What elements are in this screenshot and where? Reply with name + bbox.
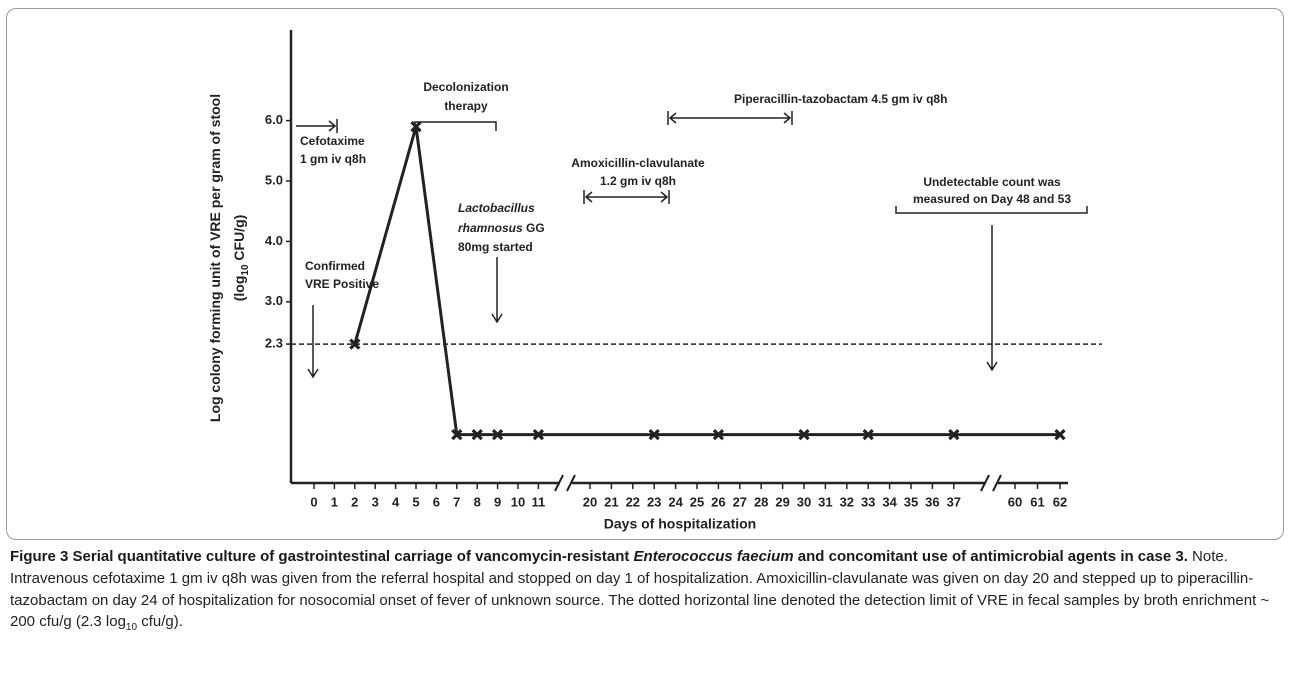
- data-point: [491, 429, 504, 441]
- x-tick-label: 0: [310, 494, 317, 509]
- arrow: [583, 190, 670, 204]
- x-tick-label: 22: [626, 494, 640, 509]
- x-tick-label: 7: [453, 494, 460, 509]
- x-tick-label: 27: [733, 494, 747, 509]
- x-tick-label: 33: [861, 494, 875, 509]
- bracket-arrow: [895, 206, 1088, 372]
- x-tick-label: 5: [412, 494, 419, 509]
- data-point: [532, 429, 545, 441]
- annotation: Cefotaxime: [300, 134, 365, 148]
- caption: Figure 3 Serial quantitative culture of …: [10, 546, 1282, 639]
- caption-title-italic: Enterococcus faecium: [633, 548, 794, 565]
- x-tick-label: 28: [754, 494, 768, 509]
- x-tick-label: 29: [775, 494, 789, 509]
- data-line: [353, 126, 1060, 437]
- data-point: [948, 429, 960, 441]
- axis-break: [554, 474, 1002, 492]
- y-tick-label: 2.3: [265, 336, 283, 351]
- caption-label: Figure 3: [10, 548, 69, 565]
- x-tick-label: 8: [474, 494, 481, 509]
- caption-note-sub: 10: [125, 622, 138, 634]
- annotation: Lactobacillus: [458, 201, 535, 215]
- annotation: Amoxicillin-clavulanate: [571, 156, 705, 170]
- caption-title: Serial quantitative culture of gastroint…: [68, 548, 634, 565]
- caption-note: Note. Intravenous cefotaxime 1 gm iv q8h…: [10, 548, 1270, 631]
- x-tick-label: 9: [494, 494, 501, 509]
- data-point: [798, 429, 810, 441]
- y-axis-label-unit: (log10 CFU/g): [231, 215, 251, 302]
- annotation: Confirmed: [305, 259, 365, 273]
- data-point: [648, 429, 660, 441]
- x-tick-label: 10: [511, 494, 525, 509]
- annotation: 1.2 gm iv q8h: [600, 174, 676, 188]
- x-tick-label: 3: [372, 494, 379, 509]
- x-tick-label: 21: [604, 494, 618, 509]
- x-tick-label: 62: [1053, 494, 1067, 509]
- annotation-italic: rhamnosus: [458, 221, 523, 235]
- annotation: 1 gm iv q8h: [300, 152, 366, 166]
- annotation: 80mg started: [458, 240, 533, 254]
- x-axis-label: Days of hospitalization: [604, 516, 756, 532]
- x-tick-label: 30: [797, 494, 811, 509]
- data-point: [712, 429, 725, 441]
- x-tick-label: 60: [1008, 494, 1022, 509]
- arrow: [307, 305, 319, 379]
- annotation: Decolonization: [423, 80, 508, 94]
- caption-note: cfu/g).: [137, 613, 183, 631]
- x-tick-label: 36: [925, 494, 939, 509]
- y-label-text: CFU/g): [231, 215, 247, 265]
- data-point: [1054, 429, 1066, 441]
- annotation: rhamnosus GG: [458, 221, 545, 235]
- y-axis-label: Log colony forming unit of VRE per gram …: [207, 94, 223, 422]
- data-point: [349, 338, 361, 350]
- x-tick-label: 20: [583, 494, 597, 509]
- data-point: [471, 429, 483, 441]
- y-tick-label: 3.0: [265, 293, 283, 308]
- x-tick-label: 32: [840, 494, 854, 509]
- arrow: [296, 119, 338, 133]
- figure-frame: [6, 8, 1284, 540]
- x-tick-label: 26: [711, 494, 725, 509]
- data-point: [410, 121, 422, 133]
- chart: Log colony forming unit of VRE per gram …: [207, 30, 1102, 532]
- data-point: [862, 429, 874, 441]
- x-tick-label: 37: [947, 494, 961, 509]
- x-tick-label: 34: [882, 494, 897, 509]
- caption-title: and concomitant use of antimicrobial age…: [793, 548, 1188, 565]
- y-label-text: (log: [231, 276, 247, 302]
- arrow: [491, 257, 503, 324]
- y-tick-label: 6.0: [265, 112, 283, 127]
- annotation: Piperacillin-tazobactam 4.5 gm iv q8h: [734, 92, 947, 106]
- bracket: [414, 121, 497, 131]
- y-tick-label: 5.0: [265, 172, 283, 187]
- y-label-text: Log colony forming unit of VRE per gram …: [207, 94, 223, 422]
- x-tick-label: 61: [1030, 494, 1044, 509]
- x-tick-label: 11: [532, 494, 546, 509]
- x-tick-label: 6: [433, 494, 440, 509]
- annotation: Undetectable count was: [923, 175, 1061, 189]
- annotation: measured on Day 48 and 53: [913, 192, 1071, 206]
- annotation: VRE Positive: [305, 277, 379, 291]
- x-tick-label: 4: [392, 494, 400, 509]
- x-tick-label: 1: [331, 494, 338, 509]
- annotation-text: GG: [523, 221, 545, 235]
- x-tick-label: 24: [668, 494, 683, 509]
- x-tick-label: 35: [904, 494, 918, 509]
- x-tick-label: 25: [690, 494, 704, 509]
- x-tick-label: 2: [351, 494, 358, 509]
- y-label-sub: 10: [240, 264, 251, 276]
- x-tick-label: 31: [818, 494, 832, 509]
- annotation: therapy: [444, 99, 488, 113]
- y-tick-label: 4.0: [265, 233, 283, 248]
- arrow: [667, 111, 793, 125]
- x-tick-label: 23: [647, 494, 661, 509]
- data-point: [451, 429, 463, 441]
